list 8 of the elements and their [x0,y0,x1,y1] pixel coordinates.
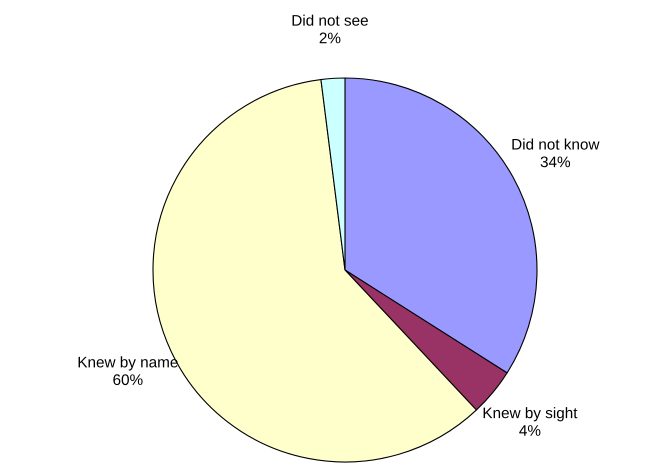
data-label: 60% [113,374,143,386]
slice-label: Knew by name [78,356,178,371]
slice-label: Did not know [512,138,600,150]
data-label: 2% [320,32,340,44]
data-label: 34% [540,156,570,168]
slice-label: Did not see [292,14,368,26]
data-label: 4% [519,425,540,436]
slice-label: Knew by sight [484,407,578,422]
